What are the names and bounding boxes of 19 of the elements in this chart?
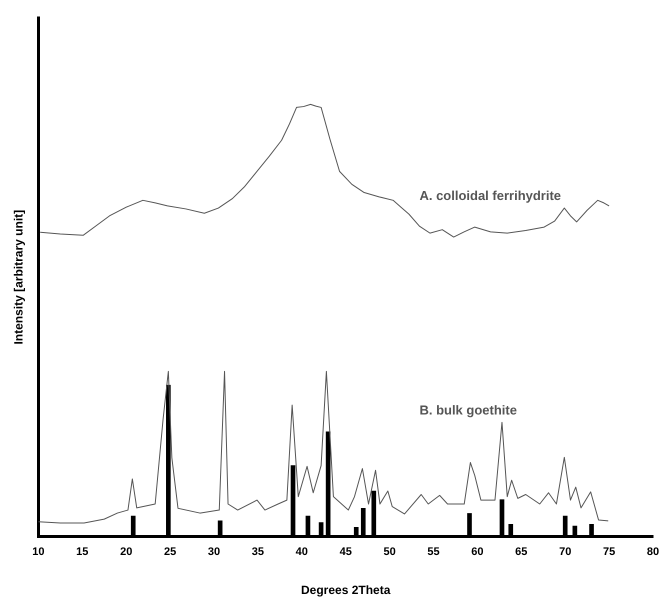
y-axis-title: Intensity [arbitrary unit] [12,210,26,345]
x-tick-label: 15 [76,546,88,558]
x-tick-label: 10 [32,546,45,558]
x-tick-label: 20 [120,546,132,558]
x-tick-label: 60 [471,546,484,558]
x-tick-label: 55 [427,546,440,558]
x-tick-label: 35 [252,546,264,558]
x-tick-label: 65 [515,546,528,558]
x-tick-label: 75 [602,546,616,558]
x-axis-title: Degrees 2Theta [301,583,391,598]
x-tick-label: 70 [559,546,572,558]
x-tick-label: 50 [383,546,396,558]
x-tick-label: 80 [646,546,660,558]
series-label: A. colloidal ferrihydrite [419,188,562,204]
x-tick-label: 30 [208,546,220,558]
x-tick-label: 40 [296,546,308,558]
series-label: B. bulk goethite [419,402,517,418]
x-tick-label: 45 [340,546,352,558]
x-tick-label: 25 [164,546,176,558]
